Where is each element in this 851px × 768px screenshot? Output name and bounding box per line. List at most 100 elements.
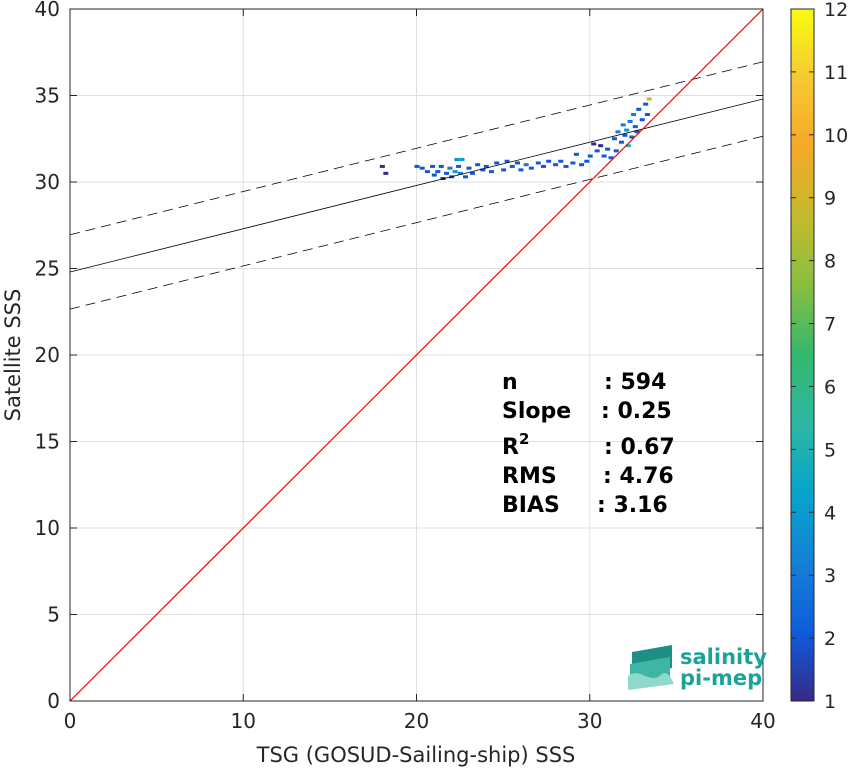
density-point bbox=[383, 171, 389, 175]
density-point bbox=[594, 149, 600, 153]
density-point bbox=[608, 156, 614, 160]
density-point bbox=[618, 140, 624, 144]
density-point bbox=[488, 170, 494, 174]
lower-confidence-line bbox=[69, 135, 764, 310]
colorbar-tick-label: 2 bbox=[824, 628, 836, 650]
y-tick-label: 35 bbox=[35, 84, 60, 108]
density-point bbox=[494, 161, 500, 165]
regression-line bbox=[69, 98, 764, 273]
density-point bbox=[475, 163, 481, 167]
stat-rms-label: RMS bbox=[502, 464, 557, 489]
density-point bbox=[644, 113, 650, 117]
density-point bbox=[443, 171, 449, 175]
density-point bbox=[579, 163, 585, 167]
stats-box: n : 594 Slope : 0.25 R2 : 0.67 RMS : 4.7… bbox=[502, 370, 675, 518]
colorbar-tick-label: 9 bbox=[824, 188, 836, 210]
stat-n-label: n bbox=[502, 370, 518, 395]
density-point bbox=[598, 144, 604, 148]
density-point bbox=[622, 133, 628, 137]
y-tick-label: 15 bbox=[35, 430, 60, 454]
density-point bbox=[591, 142, 597, 146]
density-point bbox=[414, 164, 420, 168]
density-point bbox=[629, 135, 635, 139]
density-point bbox=[546, 159, 552, 163]
colorbar-tick-label: 12 bbox=[824, 0, 848, 21]
stat-r2-value: : 0.67 bbox=[604, 435, 675, 460]
density-point bbox=[584, 159, 590, 163]
x-axis-label: TSG (GOSUD-Sailing-ship) SSS bbox=[256, 743, 576, 767]
logo-line2: pi-mep bbox=[680, 666, 762, 690]
wave-logo-icon bbox=[628, 645, 674, 690]
density-point bbox=[636, 107, 642, 111]
density-point bbox=[454, 158, 460, 162]
density-point bbox=[528, 166, 534, 170]
density-point bbox=[379, 164, 385, 168]
upper-confidence-line bbox=[69, 61, 764, 236]
density-points bbox=[379, 97, 652, 181]
colorbar-tick-label: 5 bbox=[824, 439, 836, 461]
density-point bbox=[480, 168, 486, 172]
y-tick-label: 25 bbox=[35, 257, 60, 281]
density-point bbox=[431, 173, 437, 177]
salinity-pimep-logo: salinity pi-mep bbox=[628, 645, 767, 690]
density-point bbox=[625, 144, 631, 148]
colorbar-tick-label: 7 bbox=[824, 314, 836, 336]
colorbar-tick-label: 3 bbox=[824, 565, 836, 587]
density-point bbox=[456, 164, 462, 168]
density-point bbox=[452, 170, 458, 174]
stat-n-value: : 594 bbox=[604, 370, 666, 395]
density-point bbox=[587, 154, 593, 158]
y-tick-label: 10 bbox=[35, 516, 60, 540]
density-point bbox=[514, 161, 520, 165]
y-axis-ticks: 0 5 10 15 20 25 30 35 40 bbox=[35, 0, 763, 713]
density-point bbox=[501, 168, 507, 172]
colorbar-tick-label: 8 bbox=[824, 251, 836, 273]
stat-r2-label: R2 bbox=[502, 430, 529, 460]
x-tick-label: 0 bbox=[64, 709, 77, 733]
stat-bias-label: BIAS bbox=[502, 493, 560, 518]
density-point bbox=[601, 154, 607, 158]
density-point bbox=[573, 152, 579, 156]
confidence-band bbox=[69, 61, 764, 310]
density-point bbox=[509, 164, 515, 168]
stat-slope-value: : 0.25 bbox=[601, 399, 672, 424]
stat-r2-base: R bbox=[502, 435, 519, 460]
stat-slope-label: Slope bbox=[502, 399, 571, 424]
density-point bbox=[620, 123, 626, 127]
y-tick-label: 0 bbox=[47, 689, 60, 713]
density-point bbox=[469, 171, 475, 175]
density-point bbox=[459, 158, 465, 162]
density-point bbox=[430, 164, 436, 168]
density-point bbox=[523, 163, 529, 167]
y-axis-label: Satellite SSS bbox=[1, 289, 25, 422]
density-point bbox=[457, 171, 463, 175]
y-tick-label: 20 bbox=[35, 343, 60, 367]
density-point bbox=[518, 168, 524, 172]
density-point bbox=[624, 128, 630, 132]
density-point bbox=[605, 147, 611, 151]
fit-lines bbox=[69, 8, 764, 702]
density-point bbox=[631, 113, 637, 117]
y-tick-label: 40 bbox=[35, 0, 60, 21]
density-point bbox=[558, 159, 564, 163]
colorbar-tick-label: 1 bbox=[824, 691, 836, 713]
density-point bbox=[634, 130, 640, 134]
density-point bbox=[535, 161, 541, 165]
colorbar-tick-label: 4 bbox=[824, 502, 836, 524]
logo-line1: salinity bbox=[680, 645, 767, 669]
density-point bbox=[627, 119, 633, 123]
density-point bbox=[424, 170, 430, 174]
density-point bbox=[419, 166, 425, 170]
density-point bbox=[504, 159, 510, 163]
x-tick-label: 20 bbox=[404, 709, 429, 733]
density-point bbox=[540, 164, 546, 168]
density-point bbox=[615, 130, 621, 134]
density-point bbox=[639, 118, 645, 122]
x-tick-label: 10 bbox=[231, 709, 256, 733]
stat-bias-value: : 3.16 bbox=[597, 493, 668, 518]
density-point bbox=[613, 149, 619, 153]
x-axis-ticks: 0 10 20 30 40 bbox=[64, 9, 776, 733]
density-point bbox=[463, 175, 469, 179]
